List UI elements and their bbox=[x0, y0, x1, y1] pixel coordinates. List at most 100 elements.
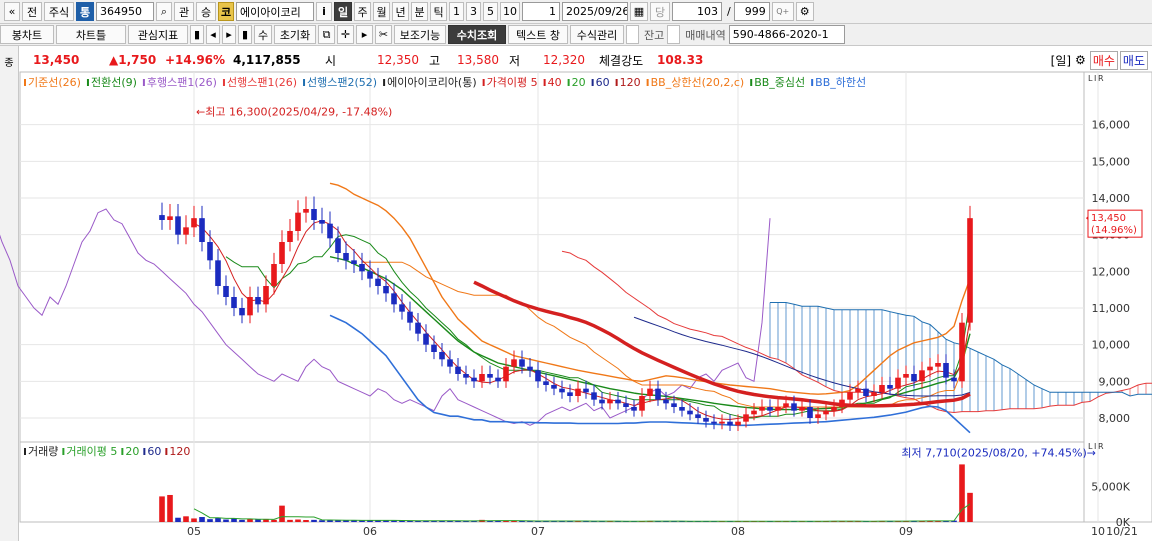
buy-button[interactable]: 매수 bbox=[1089, 50, 1118, 70]
tong-button[interactable]: 통 bbox=[76, 2, 94, 21]
zoom-plus-icon[interactable]: Q+ bbox=[771, 2, 794, 21]
volume-bar bbox=[391, 520, 397, 522]
reset-button[interactable]: 초기화 bbox=[274, 25, 316, 44]
y-tick-label: 9,000 bbox=[1099, 375, 1131, 388]
seung-button[interactable]: 승 bbox=[196, 2, 216, 21]
bars-input[interactable]: 103 bbox=[672, 2, 722, 21]
prev-button[interactable]: 전 bbox=[22, 2, 42, 21]
vol-legend-item: 60 bbox=[147, 445, 161, 458]
price-pane-frame bbox=[19, 71, 1085, 443]
period-minute-button[interactable]: 분 bbox=[411, 2, 428, 21]
volume-bar bbox=[527, 521, 533, 522]
volume-bar bbox=[511, 520, 517, 522]
trade-history-checkbox[interactable] bbox=[667, 25, 681, 44]
candle-body bbox=[351, 260, 357, 264]
volume-bar bbox=[199, 517, 205, 522]
nav-last-icon[interactable]: ▮ bbox=[238, 25, 252, 44]
copy-icon[interactable]: ⧉ bbox=[318, 25, 335, 44]
market-select[interactable]: 주식 bbox=[44, 2, 74, 21]
text-window-button[interactable]: 텍스트 창 bbox=[508, 25, 568, 44]
interval-5-button[interactable]: 5 bbox=[483, 2, 498, 21]
nav-right-icon[interactable]: ▸ bbox=[222, 25, 236, 44]
count-select[interactable]: 1 bbox=[522, 2, 560, 21]
legend-swatch bbox=[811, 79, 814, 86]
tenkan-line bbox=[225, 234, 971, 419]
volume-bar bbox=[487, 520, 493, 522]
candle-chart-button[interactable]: 봉차트 bbox=[0, 25, 54, 44]
legend-item: BB_중심선 bbox=[754, 76, 805, 89]
volume-bar bbox=[167, 494, 173, 522]
interval-10-button[interactable]: 10 bbox=[500, 2, 520, 21]
su-button[interactable]: 수 bbox=[254, 25, 272, 44]
volume-bar bbox=[855, 521, 861, 522]
candle-body bbox=[447, 359, 453, 367]
interval-3-button[interactable]: 3 bbox=[466, 2, 481, 21]
value-lookup-button[interactable]: 수치조회 bbox=[448, 25, 506, 44]
period-month-button[interactable]: 월 bbox=[373, 2, 390, 21]
nav-left-icon[interactable]: ◂ bbox=[206, 25, 220, 44]
stock-name-field[interactable]: 에이아이코리 bbox=[236, 2, 314, 21]
crosshair-icon[interactable]: ✛ bbox=[337, 25, 354, 44]
candle-body bbox=[967, 218, 973, 323]
nav-first-icon[interactable]: ▮ bbox=[190, 25, 204, 44]
chart-frame-button[interactable]: 차트틀 bbox=[56, 25, 126, 44]
x-tick-label: 10 bbox=[1091, 525, 1105, 538]
interest-indicator-button[interactable]: 관심지표 bbox=[128, 25, 188, 44]
legend-item: 선행스팬1(26) bbox=[227, 76, 297, 89]
stock-code-input[interactable]: 364950 bbox=[96, 2, 154, 21]
vol-legend-swatch bbox=[165, 448, 168, 455]
volume-bar bbox=[463, 521, 469, 522]
candle-body bbox=[751, 410, 757, 415]
search-icon[interactable]: ⌕ bbox=[156, 2, 172, 21]
volume-bar bbox=[263, 519, 269, 522]
balance-checkbox[interactable] bbox=[626, 25, 639, 44]
period-year-button[interactable]: 년 bbox=[392, 2, 409, 21]
volume-bar bbox=[471, 520, 477, 522]
candle-body bbox=[855, 388, 861, 393]
legend-swatch bbox=[750, 79, 753, 86]
info-icon[interactable]: i bbox=[316, 2, 332, 21]
period-day-button[interactable]: 일 bbox=[334, 2, 352, 21]
volume-bar bbox=[967, 492, 973, 522]
scissors-icon[interactable]: ✂ bbox=[375, 25, 392, 44]
last-price: 13,450 bbox=[33, 53, 80, 67]
settings-gear-icon[interactable]: ⚙ bbox=[795, 2, 814, 21]
period-tick-button[interactable]: 틱 bbox=[430, 2, 447, 21]
interval-1-button[interactable]: 1 bbox=[449, 2, 464, 21]
volume-bar bbox=[319, 520, 325, 522]
max-bars-input[interactable]: 999 bbox=[733, 2, 770, 21]
calendar-icon[interactable]: ▦ bbox=[630, 2, 648, 21]
sell-button[interactable]: 매도 bbox=[1119, 50, 1148, 70]
left-strip-label: 종 bbox=[4, 58, 14, 69]
candle-body bbox=[303, 209, 309, 213]
date-input[interactable]: 2025/09/26 bbox=[562, 2, 628, 21]
candle-body bbox=[343, 253, 349, 261]
dang-button[interactable]: 당 bbox=[650, 2, 670, 21]
aux-function-button[interactable]: 보조기능 bbox=[394, 25, 446, 44]
high-price: 13,580 bbox=[457, 53, 499, 67]
price-gear-icon[interactable]: ⚙ bbox=[1075, 53, 1086, 67]
vol-legend-item: 거래량 bbox=[28, 445, 58, 458]
volume-bar bbox=[191, 518, 197, 522]
trade-history-label: 매매내역 bbox=[685, 28, 726, 42]
candle-body bbox=[839, 399, 845, 407]
formula-manage-button[interactable]: 수식관리 bbox=[570, 25, 624, 44]
volume-ma-line bbox=[193, 503, 971, 522]
account-select[interactable]: 590-4866-2020-1 bbox=[728, 25, 845, 44]
vol-tick-label: 0K bbox=[1116, 516, 1131, 529]
candle-body bbox=[783, 403, 789, 407]
period-week-button[interactable]: 주 bbox=[354, 2, 371, 21]
volume-bar bbox=[575, 521, 581, 522]
gwan-button[interactable]: 관 bbox=[174, 2, 194, 21]
collapse-up-icon[interactable]: « bbox=[4, 2, 20, 21]
candle-body bbox=[823, 410, 829, 415]
tl-vol-label: L I R bbox=[1088, 442, 1104, 451]
pointer-icon[interactable]: ▸ bbox=[356, 25, 373, 44]
legend-swatch bbox=[591, 79, 594, 86]
y-tick-label: 11,000 bbox=[1092, 302, 1131, 315]
volume-bar bbox=[455, 520, 461, 522]
candle-body bbox=[383, 286, 389, 294]
candle-body bbox=[767, 407, 773, 411]
volume-bar bbox=[375, 520, 381, 522]
